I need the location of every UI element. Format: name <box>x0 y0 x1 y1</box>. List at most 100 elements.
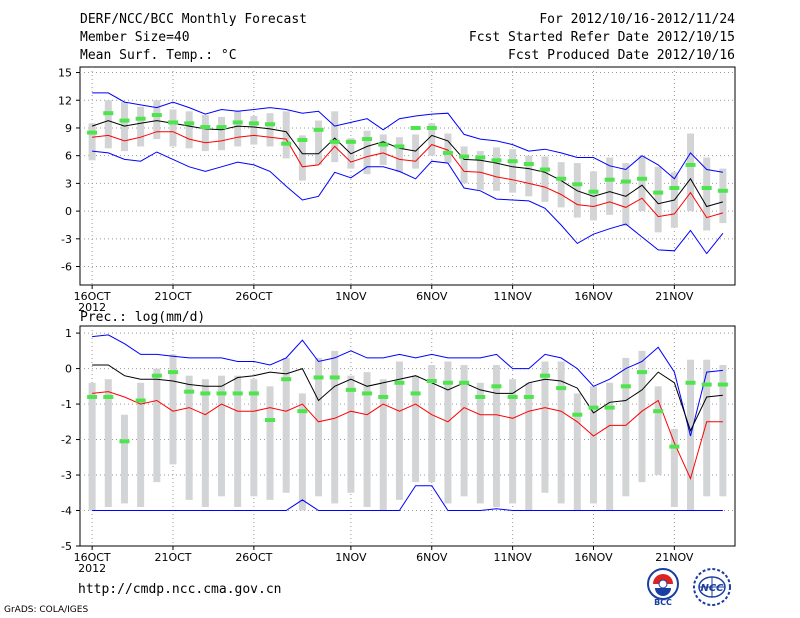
temp-x-tick-label: 6NOV <box>416 290 448 303</box>
prec-box-bar <box>444 361 452 504</box>
prec-mean-line <box>92 364 723 433</box>
source-url[interactable]: http://cmdp.ncc.cma.gov.cn <box>78 582 282 597</box>
prec-x-tick-label: 21OCT <box>154 551 191 564</box>
prec-box-bar <box>250 379 258 497</box>
temp-box-bar <box>492 147 500 191</box>
temp-median-marker <box>685 162 696 167</box>
prec-y-tick-label: -2 <box>61 434 72 447</box>
prec-median-marker <box>539 373 550 378</box>
prec-y-tick-label: -5 <box>61 540 72 553</box>
temp-median-marker <box>265 122 276 127</box>
prec-median-marker <box>184 389 195 394</box>
prec-median-marker <box>442 380 453 385</box>
prec-median-marker <box>151 373 162 378</box>
prec-median-marker <box>216 391 227 396</box>
prec-box-bar <box>492 365 500 507</box>
prec-median-marker <box>523 394 534 399</box>
prec-box-bar <box>88 382 96 511</box>
produced-date: Fcst Produced Date 2012/10/16 <box>508 48 735 63</box>
temp-max-line <box>92 92 723 180</box>
prec-box-bar <box>120 414 128 504</box>
prec-y-tick-label: -3 <box>61 469 72 482</box>
prec-box-bar <box>606 382 614 511</box>
prec-median-marker <box>588 405 599 410</box>
temp-box-bar <box>331 111 339 163</box>
prec-median-marker <box>345 387 356 392</box>
temp-box-bar <box>234 110 242 147</box>
prec-median-marker <box>604 405 615 410</box>
temp-median-marker <box>426 125 437 130</box>
prec-median-marker <box>410 391 421 396</box>
prec-median-marker <box>313 375 324 380</box>
temp-median-marker <box>459 154 470 159</box>
temp-box-bar <box>476 151 484 190</box>
prec-median-marker <box>653 409 664 414</box>
temp-box-bar <box>282 111 290 159</box>
temp-min-line <box>92 131 724 219</box>
temp-median-marker <box>394 144 405 149</box>
prec-median-marker <box>572 412 583 417</box>
prec-median-marker <box>685 380 696 385</box>
prec-box-bar <box>719 365 727 497</box>
temp-median-marker <box>362 137 373 142</box>
prec-median-marker <box>87 394 98 399</box>
prec-box-bar <box>169 354 177 465</box>
temp-median-marker <box>378 142 389 147</box>
temp-median-marker <box>345 139 356 144</box>
temp-median-marker <box>200 125 211 130</box>
prec-median-marker <box>103 394 114 399</box>
temp-median-marker <box>87 130 98 135</box>
prec-median-marker <box>426 379 437 383</box>
temp-x-tick-label: 1NOV <box>335 290 367 303</box>
temp-box-bar <box>703 157 711 231</box>
prec-median-marker <box>265 418 276 423</box>
prec-x-tick-label: 21NOV <box>655 551 694 564</box>
temp-y-tick-label: 9 <box>65 122 72 135</box>
temp-box-bar <box>218 116 226 151</box>
prec-median-marker <box>475 394 486 399</box>
prec-median-marker <box>620 384 631 389</box>
prec-median-marker <box>329 375 340 380</box>
temp-y-tick-label: -6 <box>61 261 72 274</box>
prec-median-marker <box>248 391 259 396</box>
temp-box-bar <box>541 156 549 202</box>
temp-box-bar <box>315 120 323 165</box>
temp-box-bar <box>395 137 403 173</box>
temp-box-bar <box>250 115 258 145</box>
prec-median-marker <box>556 386 567 391</box>
prec-y-tick-label: 0 <box>65 363 72 376</box>
prec-box-bar <box>395 361 403 500</box>
prec-median-marker <box>491 384 502 389</box>
prec-box-bar <box>282 357 290 493</box>
prec-box-bar <box>379 379 387 511</box>
temp-lower-bound-line <box>92 150 724 255</box>
prec-box-bar <box>412 375 420 483</box>
temp-box-bar <box>444 133 452 164</box>
temp-median-marker <box>604 177 615 182</box>
temp-box-bar <box>606 157 614 215</box>
prec-x-tick-label: 11NOV <box>494 551 533 564</box>
prec-median-marker <box>378 394 389 399</box>
prec-box-bar <box>460 365 468 497</box>
precip-title: Prec.: log(mm/d) <box>80 310 206 325</box>
temp-median-marker <box>216 125 227 130</box>
bcc-logo-text: BCC <box>654 598 672 606</box>
temp-box-bar <box>638 155 646 212</box>
prec-box-bar <box>622 357 630 497</box>
temp-x-tick-label: 16OCT <box>74 290 111 303</box>
temp-box-bar <box>104 100 112 149</box>
ncc-logo-text: NCC <box>700 583 724 594</box>
temp-box-bar <box>525 155 533 197</box>
prec-median-marker <box>135 398 146 403</box>
temp-box-bar <box>153 100 161 140</box>
temp-median-marker <box>410 125 421 130</box>
temp-median-marker <box>103 111 114 116</box>
temp-y-tick-label: 12 <box>58 94 72 107</box>
temp-median-marker <box>281 141 292 146</box>
forecast-period: For 2012/10/16-2012/11/24 <box>539 12 735 27</box>
prec-median-marker <box>119 439 130 444</box>
chart-title: DERF/NCC/BCC Monthly Forecast <box>80 12 307 27</box>
prec-y-tick-label: 1 <box>65 327 72 340</box>
temp-median-marker <box>151 113 162 118</box>
temp-median-marker <box>297 137 308 142</box>
